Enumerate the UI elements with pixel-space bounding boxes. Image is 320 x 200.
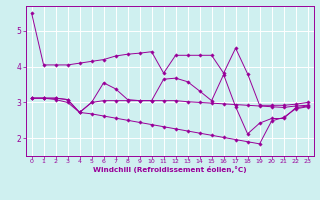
X-axis label: Windchill (Refroidissement éolien,°C): Windchill (Refroidissement éolien,°C)	[93, 166, 246, 173]
